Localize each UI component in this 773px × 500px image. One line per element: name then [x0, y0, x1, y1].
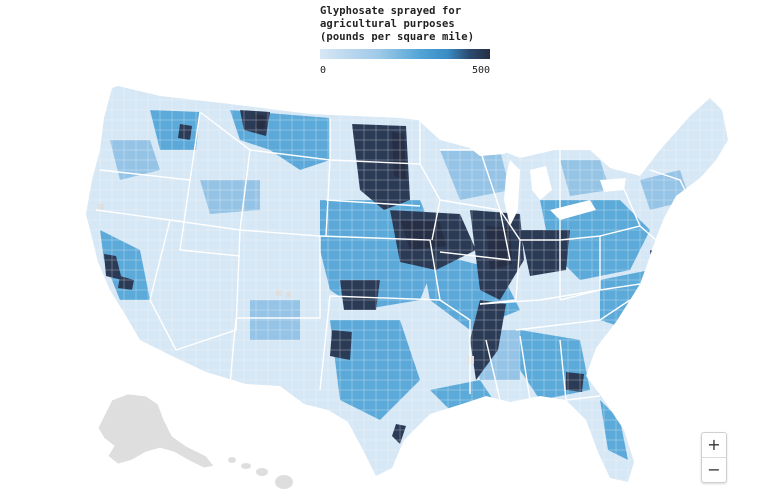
hawaii-shape[interactable] [228, 457, 293, 489]
legend-min-label: 0 [320, 65, 327, 76]
zoom-in-button[interactable]: + [707, 435, 721, 454]
contiguous-us[interactable] [80, 80, 740, 490]
legend-color-scale [320, 49, 490, 59]
zoom-control: + − [701, 432, 727, 483]
zoom-out-button[interactable]: − [702, 457, 726, 482]
map-legend: Glyphosate sprayed for agricultural purp… [320, 5, 495, 76]
great-lakes [470, 140, 626, 226]
alaska-shape[interactable] [97, 393, 215, 469]
legend-title: Glyphosate sprayed for agricultural purp… [320, 5, 475, 43]
legend-max-label: 500 [471, 65, 490, 76]
